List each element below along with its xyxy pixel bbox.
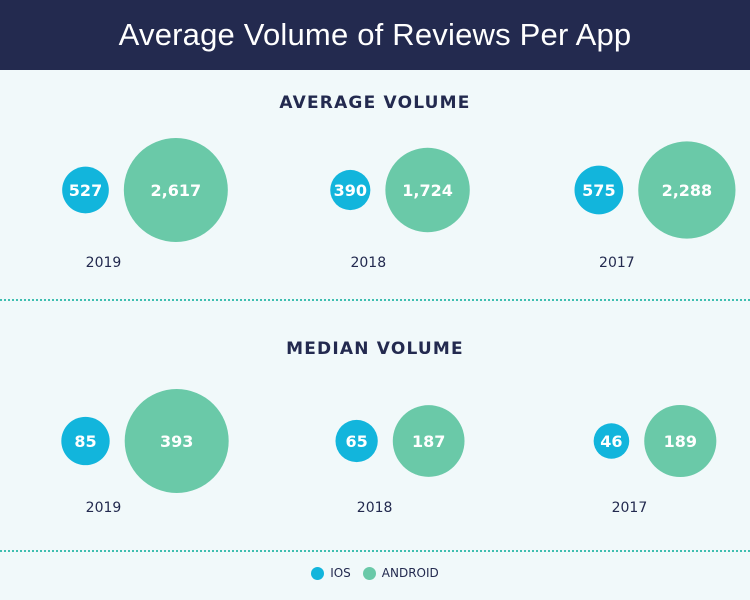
bubble-android-2018 xyxy=(385,147,470,233)
data-label-ios-2017: 46 xyxy=(600,432,622,451)
legend-label-ios: IOS xyxy=(330,566,351,580)
legend-divider xyxy=(0,550,750,552)
legend-item-ios: IOS xyxy=(311,566,351,580)
chart-title: Average Volume of Reviews Per App xyxy=(118,17,632,52)
data-label-ios-2018: 65 xyxy=(345,432,367,451)
bubble-ios-2017 xyxy=(574,165,624,215)
year-label-2019: 2019 xyxy=(86,500,122,516)
year-label-2018: 2018 xyxy=(357,500,393,516)
year-label-2018: 2018 xyxy=(350,255,386,271)
data-label-android-2017: 2,288 xyxy=(662,181,713,200)
chart-header: Average Volume of Reviews Per App xyxy=(0,0,750,70)
bubble-ios-2018 xyxy=(330,169,371,211)
data-label-android-2017: 189 xyxy=(664,432,697,451)
year-label-2017: 2017 xyxy=(612,500,648,516)
bubble-android-2019 xyxy=(124,389,229,493)
bubble-android-2017 xyxy=(638,141,736,239)
bubble-android-2019 xyxy=(123,138,228,242)
data-label-android-2018: 1,724 xyxy=(402,181,453,200)
year-label-2019: 2019 xyxy=(86,255,122,271)
section-divider xyxy=(0,299,750,301)
data-label-ios-2018: 390 xyxy=(334,181,367,200)
bubble-ios-2017 xyxy=(593,423,630,459)
data-label-android-2019: 2,617 xyxy=(151,181,202,200)
data-label-ios-2019: 527 xyxy=(69,181,102,200)
bubble-android-2018 xyxy=(392,405,465,477)
data-label-android-2018: 187 xyxy=(412,432,445,451)
legend-swatch-android xyxy=(362,566,376,580)
legend-item-android: ANDROID xyxy=(362,566,439,580)
legend-label-android: ANDROID xyxy=(381,566,439,580)
section-title-average: AVERAGE VOLUME xyxy=(279,93,471,113)
bubble-android-2017 xyxy=(644,404,717,478)
data-label-ios-2017: 575 xyxy=(582,181,615,200)
data-label-ios-2019: 85 xyxy=(74,432,96,451)
bubble-ios-2018 xyxy=(335,419,378,463)
year-label-2017: 2017 xyxy=(599,255,635,271)
data-label-android-2019: 393 xyxy=(160,432,193,451)
legend-swatch-ios xyxy=(311,566,325,580)
bubble-ios-2019 xyxy=(61,416,110,466)
section-title-median: MEDIAN VOLUME xyxy=(286,339,464,359)
legend: IOS ANDROID xyxy=(0,566,750,580)
bubble-ios-2019 xyxy=(62,166,109,214)
